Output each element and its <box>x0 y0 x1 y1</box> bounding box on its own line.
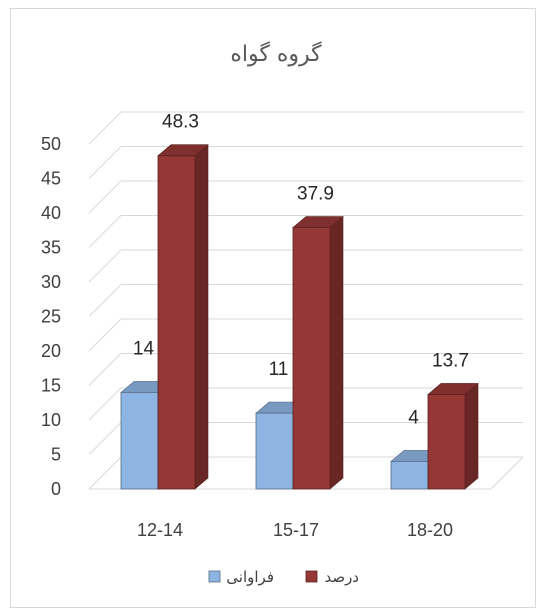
data-label: 13.7 <box>432 350 469 371</box>
gridline-depth <box>88 249 122 283</box>
y-tick-label: 45 <box>41 169 61 189</box>
x-category-label: 15-17 <box>273 520 319 540</box>
y-tick-label: 0 <box>51 479 61 499</box>
y-tick-label: 30 <box>41 272 61 292</box>
data-label: 4 <box>408 407 419 428</box>
floor-right-edge <box>490 456 524 490</box>
y-tick-label: 50 <box>41 134 61 154</box>
gridline-depth <box>88 111 122 145</box>
bar <box>157 155 196 490</box>
y-tick-label: 15 <box>41 376 61 396</box>
data-label: 11 <box>269 359 289 380</box>
bar <box>390 460 429 490</box>
legend-label-percent: درصد <box>324 568 359 586</box>
y-tick-label: 10 <box>41 410 61 430</box>
bar <box>292 227 331 490</box>
y-tick-label: 35 <box>41 238 61 258</box>
gridline-depth <box>88 180 122 214</box>
legend: فراوانی درصد <box>208 568 359 586</box>
x-category-label: 18-20 <box>407 520 453 540</box>
bar <box>120 391 159 490</box>
legend-swatch-percent <box>305 570 318 583</box>
gridline-depth <box>88 387 122 421</box>
gridline-depth <box>88 422 122 455</box>
y-tick-label: 5 <box>51 445 61 465</box>
chart-title: گروه گواه <box>230 41 322 67</box>
bar-side <box>464 382 479 490</box>
chart-container: گروه گواه 0 5 10 15 20 25 30 35 40 45 50 14 48.3 11 3… <box>10 8 536 608</box>
gridline-depth <box>88 146 122 179</box>
bar <box>255 412 294 490</box>
y-tick-label: 20 <box>41 341 61 361</box>
bar <box>427 394 466 490</box>
bar-chart: گروه گواه 0 5 10 15 20 25 30 35 40 45 50 14 48.3 11 3… <box>41 41 524 586</box>
data-labels: 14 48.3 11 37.9 4 13.7 <box>133 112 469 429</box>
data-label: 37.9 <box>297 183 334 204</box>
bar-side <box>194 144 209 490</box>
x-axis-categories: 12-14 15-17 18-20 <box>137 520 453 540</box>
gridline-depth <box>88 318 122 352</box>
data-label: 48.3 <box>162 112 199 133</box>
gridline-depth <box>88 353 122 386</box>
gridline-depth <box>88 284 122 317</box>
legend-label-frequency: فراوانی <box>226 568 274 586</box>
data-label: 14 <box>133 338 155 359</box>
gridline-depth <box>88 456 122 490</box>
gridline-depth <box>88 215 122 248</box>
bars <box>120 144 479 490</box>
legend-swatch-frequency <box>208 570 221 583</box>
x-category-label: 12-14 <box>137 520 183 540</box>
bar-side <box>329 215 344 490</box>
y-tick-label: 25 <box>41 307 61 327</box>
y-tick-label: 40 <box>41 203 61 223</box>
y-axis-ticks: 0 5 10 15 20 25 30 35 40 45 50 <box>41 134 61 499</box>
